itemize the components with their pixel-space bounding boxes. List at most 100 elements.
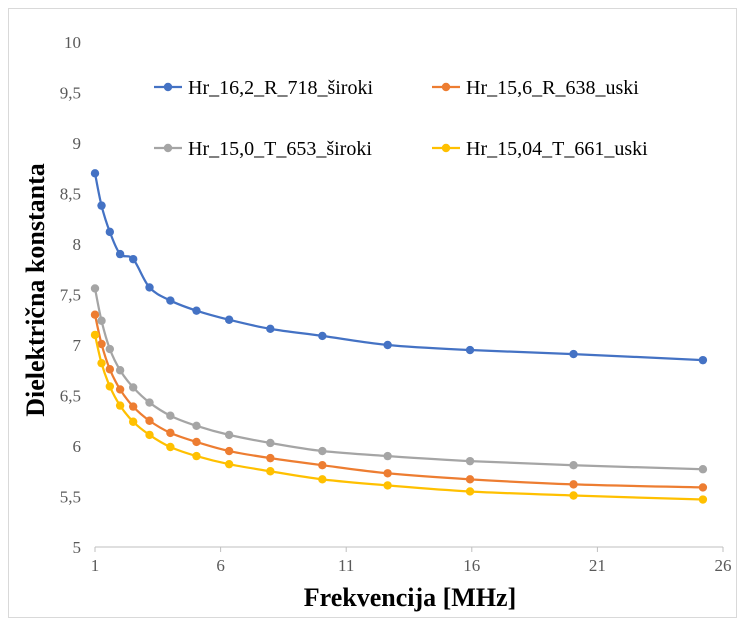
legend-swatch-marker — [441, 82, 451, 92]
data-point — [383, 469, 392, 478]
y-tick-label: 10 — [64, 33, 81, 52]
legend-label: Hr_15,6_R_638_uski — [466, 77, 639, 99]
data-point — [698, 495, 708, 504]
data-point — [105, 382, 115, 391]
data-point — [145, 430, 154, 440]
data-point — [105, 344, 115, 354]
data-point — [266, 467, 275, 476]
data-point — [192, 451, 201, 461]
data-point — [105, 227, 115, 237]
data-point — [465, 345, 475, 355]
data-point — [128, 417, 138, 426]
data-point — [128, 254, 138, 264]
legend-swatch-marker — [163, 82, 173, 92]
series-layer — [90, 169, 708, 504]
x-axis-title: Frekvencija [MHz] — [304, 583, 517, 612]
data-point — [166, 442, 175, 452]
data-point — [90, 284, 100, 293]
data-point — [266, 324, 275, 334]
y-tick-label: 5,5 — [60, 488, 81, 507]
data-point — [105, 365, 115, 374]
legend-item: Hr_15,6_R_638_uski — [432, 77, 639, 99]
data-point — [192, 421, 201, 430]
data-point — [224, 446, 234, 456]
legend-item: Hr_16,2_R_718_široki — [154, 77, 373, 99]
data-point — [166, 428, 175, 438]
data-point — [192, 306, 201, 315]
y-tick-label: 5 — [73, 538, 82, 557]
data-point — [318, 446, 327, 456]
data-point — [698, 483, 708, 492]
y-tick-label: 6,5 — [60, 387, 81, 406]
data-point — [569, 349, 578, 359]
legend-item: Hr_15,0_T_653_široki — [154, 138, 372, 160]
data-point — [465, 487, 475, 496]
data-point — [145, 416, 154, 425]
series-line — [93, 173, 703, 362]
chart-frame — [8, 8, 737, 618]
series-line — [93, 334, 703, 501]
data-point — [145, 283, 154, 292]
data-point — [90, 330, 100, 340]
data-point — [318, 331, 327, 341]
data-point — [698, 465, 708, 474]
legend-label: Hr_15,04_T_661_uski — [466, 138, 648, 160]
series-2 — [90, 284, 708, 474]
data-point — [128, 383, 138, 392]
data-point — [224, 459, 234, 469]
legend-label: Hr_15,0_T_653_široki — [188, 138, 372, 160]
data-point — [465, 456, 475, 466]
x-tick-label: 16 — [463, 556, 480, 575]
legend-swatch-marker — [163, 143, 173, 153]
data-point — [115, 401, 125, 410]
data-point — [266, 453, 275, 463]
data-point — [318, 475, 327, 484]
y-tick-label: 8 — [73, 235, 82, 254]
data-point — [698, 355, 708, 365]
x-tick-label: 21 — [589, 556, 606, 575]
x-tick-label: 11 — [338, 556, 354, 575]
data-point — [569, 491, 578, 500]
x-tick-label: 6 — [216, 556, 225, 575]
data-point — [383, 481, 392, 490]
data-point — [465, 475, 475, 484]
legend-swatch-marker — [441, 143, 451, 153]
data-point — [383, 451, 392, 461]
series-0 — [90, 169, 708, 365]
y-tick-label: 7,5 — [60, 286, 81, 305]
series-line — [93, 314, 703, 489]
series-3 — [90, 330, 708, 504]
y-tick-label: 6 — [73, 437, 82, 456]
y-axis-title: Dielektrična konstanta — [21, 163, 50, 417]
data-point — [166, 296, 175, 305]
legend-label: Hr_16,2_R_718_široki — [188, 77, 373, 99]
data-point — [90, 310, 100, 319]
legend-item: Hr_15,04_T_661_uski — [432, 138, 648, 160]
data-point — [97, 316, 106, 325]
data-point — [115, 366, 125, 375]
data-point — [266, 438, 275, 448]
data-point — [569, 480, 578, 489]
data-point — [97, 358, 106, 368]
series-1 — [90, 310, 708, 492]
y-tick-label: 9,5 — [60, 84, 81, 103]
data-point — [97, 339, 106, 349]
y-tick-label: 7 — [73, 336, 82, 355]
data-point — [128, 402, 138, 411]
x-tick-label: 1 — [91, 556, 100, 575]
data-point — [145, 398, 154, 407]
data-point — [192, 437, 201, 447]
data-point — [224, 315, 234, 324]
data-point — [166, 411, 175, 420]
data-point — [115, 249, 125, 259]
series-line — [93, 288, 703, 471]
data-point — [90, 169, 100, 178]
y-tick-label: 9 — [73, 134, 82, 153]
x-tick-label: 26 — [715, 556, 732, 575]
data-point — [224, 430, 234, 440]
data-point — [97, 201, 106, 210]
data-point — [383, 340, 392, 350]
